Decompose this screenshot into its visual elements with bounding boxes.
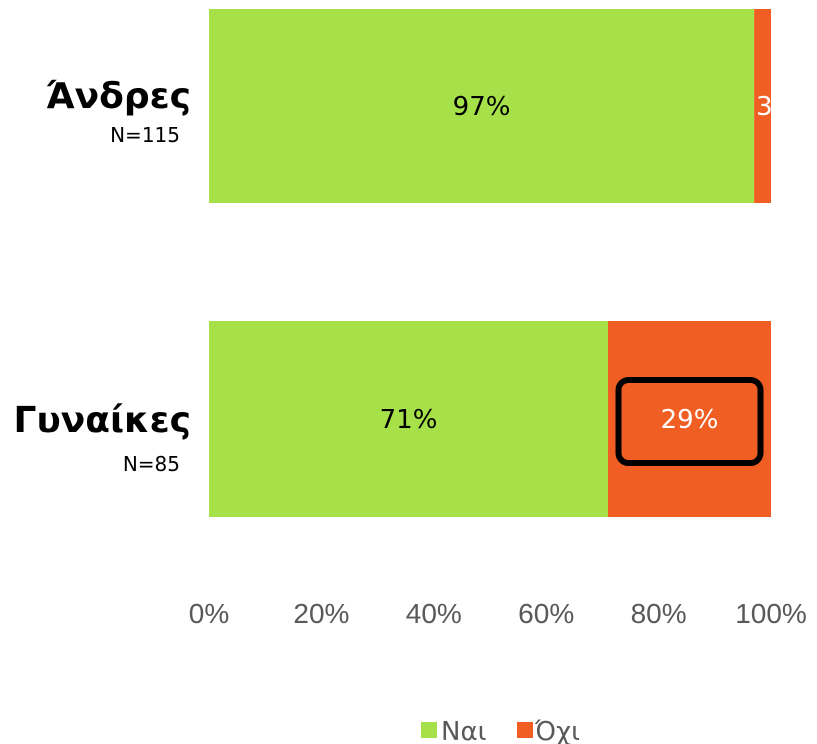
x-tick-label: 40% [406, 598, 462, 629]
x-tick-label: 60% [518, 598, 574, 629]
data-label-women-yes: 71% [380, 405, 438, 435]
highlight-box [615, 377, 764, 466]
legend-label-yes: Ναι [441, 717, 486, 744]
x-tick-label: 0% [189, 598, 229, 629]
bar-women-no [608, 321, 771, 517]
data-label-women-no: 29% [661, 405, 719, 435]
category-label-women: Γυναίκες [14, 400, 192, 441]
x-tick-label: 100% [735, 598, 807, 629]
data-label-men-yes: 97% [453, 92, 511, 122]
category-label-men: Άνδρες [46, 76, 191, 117]
bar-women-yes [209, 321, 609, 517]
legend-swatch-yes [421, 722, 437, 738]
category-n-men: N=115 [110, 123, 180, 147]
category-n-women: N=85 [123, 452, 180, 476]
legend-label-no: Όχι [534, 717, 580, 744]
legend: Ναι Όχι [421, 717, 580, 744]
data-label-men-no: 3 [756, 92, 773, 122]
bar-men-no [754, 9, 771, 203]
x-tick-label: 20% [293, 598, 349, 629]
legend-swatch-no [517, 722, 533, 738]
x-tick-label: 80% [631, 598, 687, 629]
bar-men-yes [209, 9, 755, 203]
